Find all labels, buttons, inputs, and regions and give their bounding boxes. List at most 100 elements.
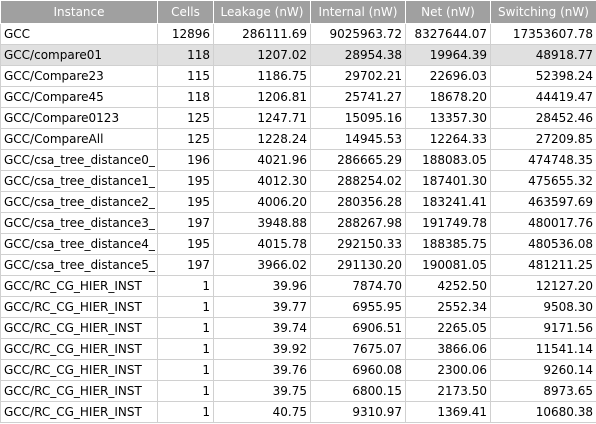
table-row[interactable]: GCC/RC_CG_HIER_INST 1 39.77 6955.95 2552.34 9… — [0, 296, 596, 318]
cell-leakage: 4012.30 — [213, 170, 311, 192]
cell-leakage: 40.75 — [213, 401, 311, 423]
cell-internal: 14945.53 — [310, 128, 406, 150]
cell-instance: GCC/csa_tree_distance0_ — [0, 149, 158, 171]
cell-leakage: 3966.02 — [213, 254, 311, 276]
cell-cells: 1 — [157, 338, 214, 360]
cell-switching: 17353607.78 — [490, 23, 596, 45]
cell-leakage: 1186.75 — [213, 65, 311, 87]
cell-switching: 48918.77 — [490, 44, 596, 66]
cell-internal: 28954.38 — [310, 44, 406, 66]
cell-leakage: 3948.88 — [213, 212, 311, 234]
cell-internal: 292150.33 — [310, 233, 406, 255]
cell-instance: GCC/csa_tree_distance1_ — [0, 170, 158, 192]
table-row[interactable]: GCC/RC_CG_HIER_INST 1 40.75 9310.97 1369.41 1… — [0, 401, 596, 423]
column-header-instance[interactable]: Instance — [0, 0, 158, 24]
cell-internal: 288267.98 — [310, 212, 406, 234]
cell-switching: 28452.46 — [490, 107, 596, 129]
cell-internal: 29702.21 — [310, 65, 406, 87]
cell-switching: 9171.56 — [490, 317, 596, 339]
cell-instance: GCC/RC_CG_HIER_INST — [0, 338, 158, 360]
cell-cells: 1 — [157, 401, 214, 423]
table-row[interactable]: GCC/csa_tree_distance3_ 197 3948.88 288267.… — [0, 212, 596, 234]
table-row[interactable]: GCC/RC_CG_HIER_INST 1 39.96 7874.70 4252.50 1… — [0, 275, 596, 297]
cell-cells: 195 — [157, 170, 214, 192]
cell-instance: GCC/Compare0123 — [0, 107, 158, 129]
table-row[interactable]: GCC/compare01 118 1207.02 28954.38 19964.39 4… — [0, 44, 596, 66]
cell-instance: GCC/RC_CG_HIER_INST — [0, 359, 158, 381]
cell-net: 19964.39 — [405, 44, 491, 66]
cell-net: 4252.50 — [405, 275, 491, 297]
table-row[interactable]: GCC/csa_tree_distance1_ 195 4012.30 288254.… — [0, 170, 596, 192]
cell-instance: GCC/csa_tree_distance4_ — [0, 233, 158, 255]
cell-internal: 9310.97 — [310, 401, 406, 423]
cell-leakage: 39.76 — [213, 359, 311, 381]
cell-internal: 6906.51 — [310, 317, 406, 339]
table-row[interactable]: GCC/CompareAll 125 1228.24 14945.53 12264.33… — [0, 128, 596, 150]
cell-leakage: 39.74 — [213, 317, 311, 339]
cell-cells: 125 — [157, 107, 214, 129]
cell-cells: 1 — [157, 359, 214, 381]
cell-leakage: 4006.20 — [213, 191, 311, 213]
column-header-leakage[interactable]: Leakage (nW) — [213, 0, 311, 24]
table-row[interactable]: GCC/Compare23 115 1186.75 29702.21 22696.03 5… — [0, 65, 596, 87]
cell-cells: 196 — [157, 149, 214, 171]
cell-switching: 480536.08 — [490, 233, 596, 255]
cell-cells: 195 — [157, 191, 214, 213]
header-row: Instance Cells Leakage (nW) Internal (nW… — [0, 0, 596, 24]
cell-switching: 8973.65 — [490, 380, 596, 402]
cell-cells: 197 — [157, 212, 214, 234]
cell-internal: 291130.20 — [310, 254, 406, 276]
column-header-internal[interactable]: Internal (nW) — [310, 0, 406, 24]
cell-leakage: 1247.71 — [213, 107, 311, 129]
cell-instance: GCC/csa_tree_distance3_ — [0, 212, 158, 234]
cell-internal: 6800.15 — [310, 380, 406, 402]
column-header-switching[interactable]: Switching (nW) — [490, 0, 596, 24]
column-header-cells[interactable]: Cells — [157, 0, 214, 24]
cell-leakage: 39.92 — [213, 338, 311, 360]
cell-instance: GCC/compare01 — [0, 44, 158, 66]
column-header-net[interactable]: Net (nW) — [405, 0, 491, 24]
table-row[interactable]: GCC/csa_tree_distance5_ 197 3966.02 291130.… — [0, 254, 596, 276]
cell-leakage: 39.75 — [213, 380, 311, 402]
cell-net: 2552.34 — [405, 296, 491, 318]
cell-cells: 1 — [157, 317, 214, 339]
cell-internal: 280356.28 — [310, 191, 406, 213]
cell-internal: 9025963.72 — [310, 23, 406, 45]
cell-leakage: 1207.02 — [213, 44, 311, 66]
cell-switching: 27209.85 — [490, 128, 596, 150]
cell-cells: 195 — [157, 233, 214, 255]
cell-internal: 6960.08 — [310, 359, 406, 381]
cell-internal: 286665.29 — [310, 149, 406, 171]
cell-switching: 11541.14 — [490, 338, 596, 360]
cell-net: 3866.06 — [405, 338, 491, 360]
table-row[interactable]: GCC/RC_CG_HIER_INST 1 39.76 6960.08 2300.06 9… — [0, 359, 596, 381]
cell-net: 22696.03 — [405, 65, 491, 87]
cell-internal: 7675.07 — [310, 338, 406, 360]
cell-net: 2300.06 — [405, 359, 491, 381]
table-row[interactable]: GCC/csa_tree_distance4_ 195 4015.78 292150.… — [0, 233, 596, 255]
cell-switching: 9508.30 — [490, 296, 596, 318]
cell-instance: GCC/RC_CG_HIER_INST — [0, 275, 158, 297]
cell-cells: 118 — [157, 86, 214, 108]
cell-internal: 15095.16 — [310, 107, 406, 129]
table-row[interactable]: GCC/csa_tree_distance0_ 196 4021.96 286665.… — [0, 149, 596, 171]
cell-net: 8327644.07 — [405, 23, 491, 45]
cell-switching: 44419.47 — [490, 86, 596, 108]
table-row[interactable]: GCC/RC_CG_HIER_INST 1 39.92 7675.07 3866.06 1… — [0, 338, 596, 360]
cell-cells: 1 — [157, 380, 214, 402]
table-row[interactable]: GCC/RC_CG_HIER_INST 1 39.74 6906.51 2265.05 9… — [0, 317, 596, 339]
cell-net: 2173.50 — [405, 380, 491, 402]
cell-internal: 6955.95 — [310, 296, 406, 318]
table-row[interactable]: GCC/csa_tree_distance2_ 195 4006.20 280356.… — [0, 191, 596, 213]
cell-instance: GCC/RC_CG_HIER_INST — [0, 380, 158, 402]
cell-cells: 118 — [157, 44, 214, 66]
table-row[interactable]: GCC 12896 286111.69 9025963.72 8327644.07 173… — [0, 23, 596, 45]
cell-internal: 25741.27 — [310, 86, 406, 108]
table-row[interactable]: GCC/Compare0123 125 1247.71 15095.16 13357.3… — [0, 107, 596, 129]
cell-cells: 12896 — [157, 23, 214, 45]
cell-cells: 1 — [157, 275, 214, 297]
table-row[interactable]: GCC/Compare45 118 1206.81 25741.27 18678.20 4… — [0, 86, 596, 108]
table-row[interactable]: GCC/RC_CG_HIER_INST 1 39.75 6800.15 2173.50 8… — [0, 380, 596, 402]
cell-internal: 7874.70 — [310, 275, 406, 297]
table-header: Instance Cells Leakage (nW) Internal (nW… — [0, 0, 596, 24]
